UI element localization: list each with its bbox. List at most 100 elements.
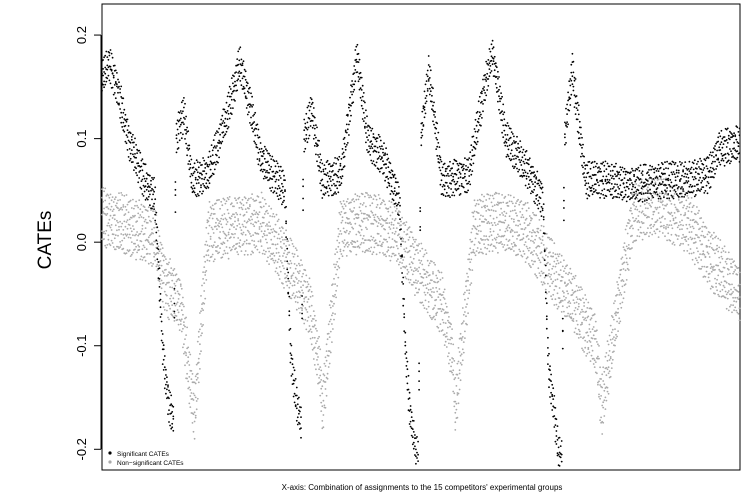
scatter-point	[145, 177, 148, 180]
scatter-point	[607, 354, 610, 357]
scatter-point	[108, 196, 111, 199]
scatter-point	[738, 296, 741, 298]
scatter-point	[636, 235, 639, 237]
scatter-point	[738, 319, 741, 322]
scatter-point	[159, 316, 162, 318]
scatter-point	[568, 305, 571, 308]
scatter-point	[536, 170, 539, 173]
scatter-point	[524, 158, 527, 161]
scatter-point	[495, 192, 498, 195]
scatter-point	[102, 200, 104, 203]
scatter-point	[428, 282, 431, 285]
scatter-point	[406, 233, 409, 236]
scatter-point	[209, 160, 212, 163]
scatter-point	[346, 128, 349, 131]
scatter-point	[618, 276, 621, 279]
scatter-point	[610, 342, 613, 344]
scatter-point	[175, 315, 178, 317]
scatter-point	[269, 168, 271, 171]
scatter-point	[657, 236, 660, 239]
scatter-point	[154, 240, 157, 243]
scatter-point	[723, 266, 726, 269]
scatter-point	[518, 158, 521, 161]
scatter-point	[520, 174, 523, 177]
scatter-point	[441, 277, 444, 279]
scatter-point	[654, 193, 657, 196]
scatter-point	[528, 157, 531, 160]
scatter-point	[359, 202, 362, 205]
scatter-point	[565, 142, 567, 144]
scatter-point	[526, 187, 529, 190]
scatter-point	[257, 213, 260, 216]
scatter-point	[497, 204, 499, 206]
scatter-point	[422, 277, 425, 279]
scatter-point	[418, 380, 420, 382]
scatter-point	[285, 245, 287, 247]
scatter-point	[328, 320, 331, 323]
scatter-point	[390, 221, 393, 224]
scatter-point	[129, 255, 132, 257]
scatter-point	[441, 185, 444, 188]
scatter-point	[215, 163, 217, 166]
scatter-point	[490, 59, 493, 62]
scatter-point	[606, 359, 609, 362]
scatter-point	[333, 162, 335, 164]
scatter-point	[694, 220, 697, 223]
scatter-point	[545, 318, 548, 321]
scatter-point	[731, 311, 733, 314]
scatter-point	[137, 212, 140, 215]
scatter-point	[133, 141, 135, 144]
scatter-point	[329, 180, 332, 183]
scatter-point	[425, 94, 428, 97]
scatter-point	[119, 199, 121, 201]
scatter-point	[143, 177, 146, 180]
scatter-point	[724, 280, 727, 283]
scatter-point	[622, 280, 625, 282]
scatter-point	[625, 225, 628, 227]
scatter-point	[170, 403, 173, 406]
scatter-point	[520, 216, 523, 219]
scatter-point	[602, 175, 605, 178]
scatter-point	[393, 173, 396, 176]
scatter-point	[624, 269, 627, 272]
scatter-point	[460, 163, 463, 166]
scatter-point	[317, 347, 319, 349]
scatter-point	[557, 453, 560, 456]
scatter-point	[464, 175, 466, 178]
scatter-point	[540, 251, 543, 254]
scatter-point	[103, 71, 105, 73]
scatter-point	[320, 159, 323, 161]
scatter-point	[296, 301, 299, 304]
scatter-point	[384, 152, 386, 155]
scatter-point	[423, 90, 426, 93]
scatter-point	[207, 211, 210, 214]
scatter-point	[621, 279, 624, 281]
scatter-point	[344, 221, 347, 224]
scatter-point	[556, 452, 559, 455]
scatter-point	[657, 212, 660, 214]
scatter-point	[620, 293, 623, 296]
scatter-point	[191, 174, 194, 177]
scatter-point	[271, 215, 274, 218]
scatter-point	[434, 263, 436, 266]
scatter-point	[354, 241, 357, 244]
scatter-point	[735, 300, 738, 303]
scatter-point	[696, 259, 698, 262]
scatter-point	[723, 245, 726, 248]
scatter-point	[414, 281, 416, 284]
scatter-point	[230, 224, 233, 227]
scatter-point	[603, 415, 606, 417]
scatter-point	[208, 163, 211, 166]
scatter-point	[519, 161, 522, 164]
scatter-point	[400, 224, 402, 227]
scatter-point	[654, 232, 657, 235]
scatter-point	[322, 426, 325, 429]
scatter-point	[262, 177, 265, 180]
scatter-point	[467, 182, 469, 185]
scatter-point	[501, 194, 503, 196]
scatter-point	[212, 139, 215, 142]
scatter-point	[116, 72, 118, 74]
scatter-point	[326, 159, 329, 162]
scatter-point	[685, 223, 688, 226]
scatter-point	[455, 385, 458, 387]
